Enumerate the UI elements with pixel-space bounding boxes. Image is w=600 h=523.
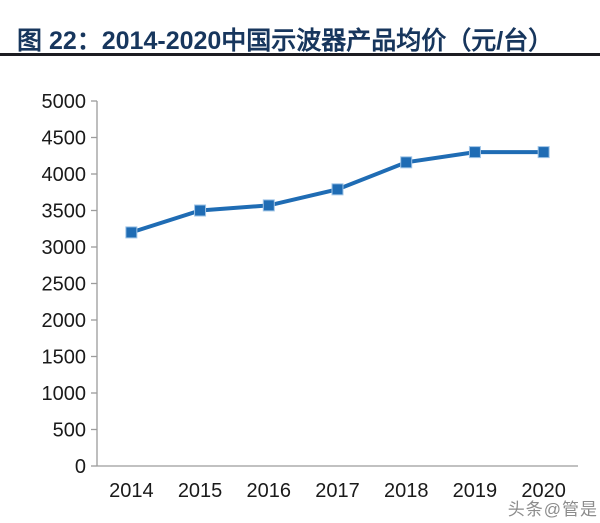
y-tick-label: 500	[53, 420, 86, 442]
x-tick-label: 2016	[247, 480, 292, 502]
data-point-marker	[194, 204, 207, 217]
x-tick-label: 2015	[178, 480, 223, 502]
x-tick-label: 2018	[384, 480, 429, 502]
y-tick-label: 0	[75, 456, 86, 478]
y-tick-label: 5000	[42, 91, 87, 113]
y-tick-label: 4500	[42, 128, 87, 150]
x-tick-label: 2017	[315, 480, 360, 502]
data-point-marker	[400, 156, 413, 169]
y-tick-label: 3000	[42, 237, 87, 259]
data-point-marker	[468, 146, 481, 159]
x-tick-label: 2014	[109, 480, 154, 502]
y-tick-label: 2000	[42, 310, 87, 332]
y-tick-label: 1500	[42, 347, 87, 369]
x-tick-label: 2020	[521, 480, 566, 502]
y-tick-label: 3500	[42, 201, 87, 223]
data-point-marker	[262, 199, 275, 212]
data-point-marker	[331, 183, 344, 196]
y-tick-label: 2500	[42, 274, 87, 296]
title-rule	[0, 53, 600, 56]
x-tick-label: 2019	[453, 480, 498, 502]
y-tick-label: 4000	[42, 164, 87, 186]
chart-title: 图 22：2014-2020中国示波器产品均价（元/台）	[17, 27, 554, 55]
watermark: 头条@管是	[507, 500, 598, 519]
y-tick-label: 1000	[42, 383, 87, 405]
data-point-marker	[125, 226, 138, 239]
data-point-marker	[537, 146, 550, 159]
